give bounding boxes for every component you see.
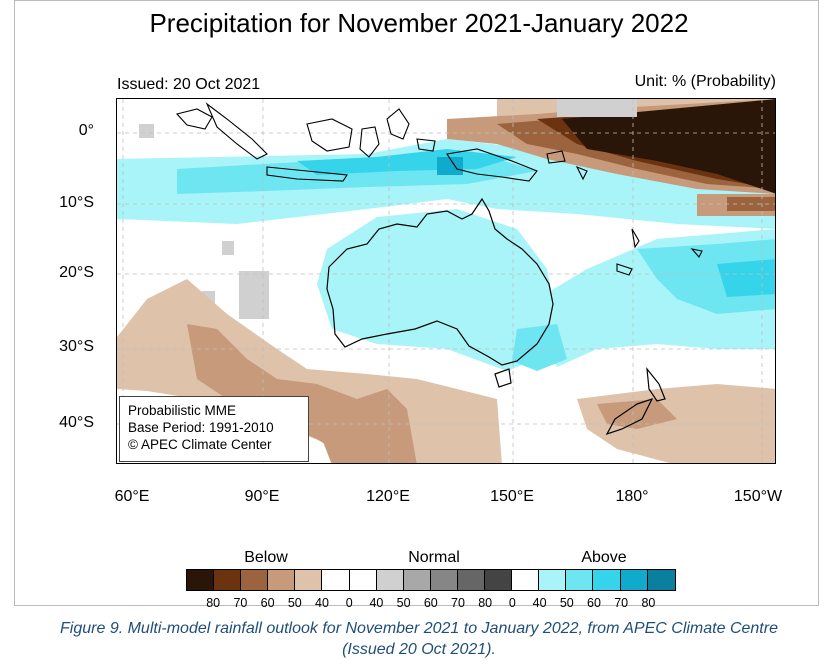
legend-swatch (430, 570, 458, 590)
legend-swatch (512, 570, 540, 590)
legend-swatch (647, 570, 675, 590)
legend-swatch (403, 570, 431, 590)
legend-label: 0 (508, 596, 516, 610)
legend-swatch (376, 570, 404, 590)
map-canvas (117, 99, 775, 463)
legend-swatch (593, 570, 621, 590)
legend-label: 70 (233, 596, 248, 610)
legend-label: 0 (345, 596, 353, 610)
legend-label: 80 (206, 596, 221, 610)
legend-label: 50 (559, 596, 574, 610)
unit-label: Unit: % (Probability) (634, 73, 776, 90)
legend-label: 40 (315, 596, 329, 610)
legend-swatch (457, 570, 486, 590)
legend-swatch (241, 570, 269, 590)
lon-label-150e: 150°E (490, 488, 534, 505)
legend-label: 40 (532, 596, 547, 610)
info-base-period: Base Period: 1991-2010 (128, 420, 274, 435)
lon-label-90e: 90°E (244, 488, 280, 505)
legend-swatch (322, 570, 350, 590)
legend-swatch (214, 570, 242, 590)
legend-below: Below (244, 549, 288, 566)
legend-normal: Normal (408, 549, 460, 566)
legend-swatch (485, 570, 513, 590)
caption-line-2: (Issued 20 Oct 2021). (342, 641, 496, 658)
legend-swatch (187, 570, 215, 590)
caption-line-1: Figure 9. Multi-model rainfall outlook f… (60, 620, 778, 637)
legend-label: 60 (260, 596, 275, 610)
legend-swatch (349, 570, 377, 590)
legend-swatch (566, 570, 594, 590)
lon-label-180: 180° (615, 488, 649, 505)
issued-date: Issued: 20 Oct 2021 (117, 76, 261, 93)
info-model: Probabilistic MME (128, 403, 237, 418)
legend-label: 60 (423, 596, 438, 610)
lon-label-150w: 150°W (733, 488, 783, 505)
legend-label: 50 (287, 596, 302, 610)
legend-swatch (539, 570, 567, 590)
legend-label: 50 (396, 596, 411, 610)
legend-swatch (620, 570, 648, 590)
legend-colorbar (186, 569, 676, 591)
lat-label-40s: 40°S (59, 414, 94, 431)
lat-label-10s: 10°S (59, 194, 94, 211)
legend-swatch (268, 570, 296, 590)
legend-label: 40 (369, 596, 384, 610)
lat-label-20s: 20°S (59, 264, 94, 281)
legend-swatch (295, 570, 323, 590)
legend-above: Above (581, 549, 627, 566)
info-copyright: © APEC Climate Center (128, 437, 272, 452)
legend-label: 80 (478, 596, 493, 610)
legend-label: 70 (451, 596, 465, 610)
lat-label-0: 0° (78, 122, 94, 139)
lat-label-30s: 30°S (59, 338, 94, 355)
map-title: Precipitation for November 2021-January … (149, 8, 689, 38)
legend-label: 80 (641, 596, 656, 610)
lon-label-60e: 60°E (114, 488, 150, 505)
legend-label: 60 (587, 596, 601, 610)
lon-label-120e: 120°E (366, 488, 410, 505)
legend-label: 70 (614, 596, 629, 610)
model-info-box: Probabilistic MME Base Period: 1991-2010… (119, 396, 309, 462)
